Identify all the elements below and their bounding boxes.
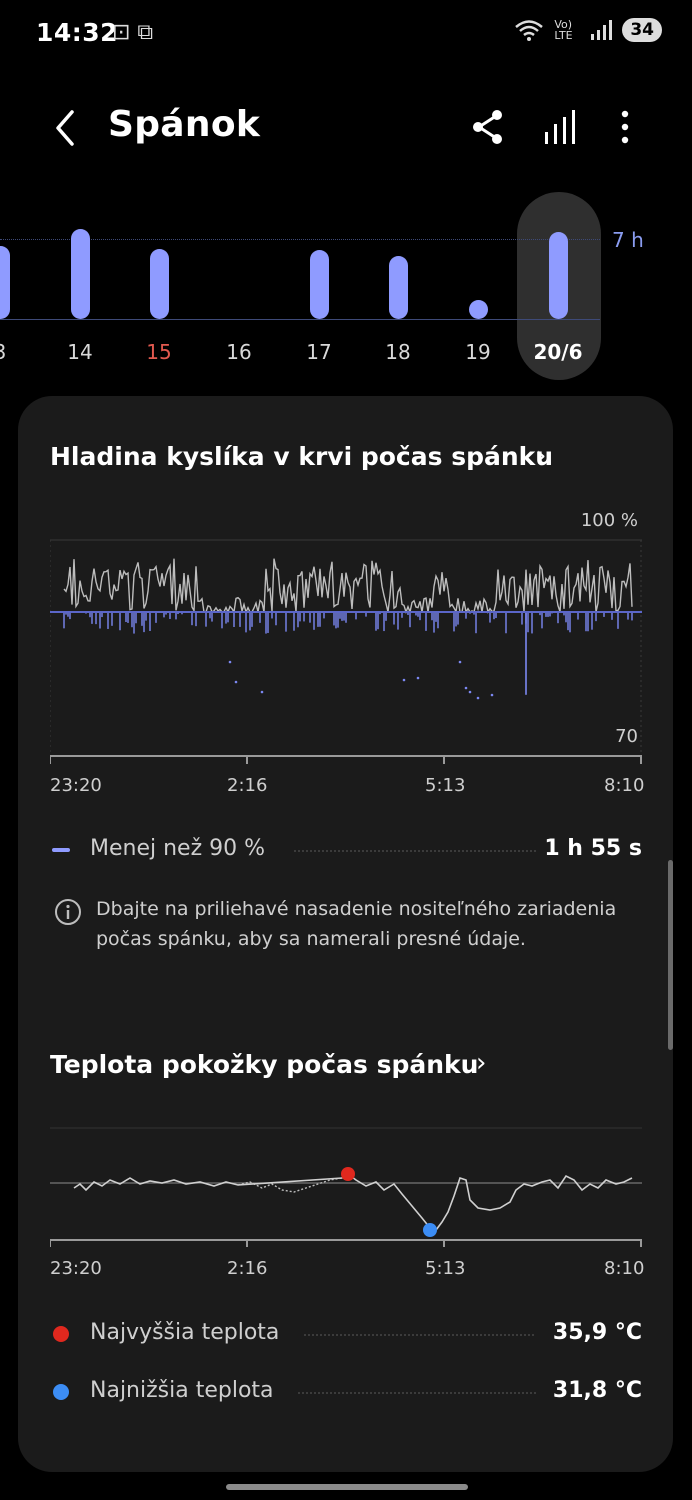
network-type: Vo) LTE — [554, 18, 573, 42]
oxygen-low-point — [464, 686, 468, 690]
lowest-temp-value: 31,8 °C — [552, 1378, 642, 1403]
oxygen-low-point — [476, 696, 480, 700]
baseline-line — [0, 319, 600, 320]
day-bar-0[interactable] — [0, 246, 10, 319]
day-label-1[interactable]: 14 — [67, 340, 93, 364]
max-hours-line — [0, 239, 600, 240]
status-time: 14:32 — [36, 18, 119, 47]
legend-leader-dots — [294, 850, 536, 852]
chevron-right-icon[interactable]: › — [536, 441, 547, 471]
skin-temp-chart — [50, 1127, 642, 1247]
highest-temp-label: Najvyššia teplota — [90, 1320, 280, 1345]
day-label-3[interactable]: 16 — [226, 340, 252, 364]
lowest-temp-label: Najnižšia teplota — [90, 1378, 274, 1403]
day-bar-2[interactable] — [149, 249, 169, 319]
oxygen-low-point — [468, 690, 472, 694]
lowest-temp-legend-dot — [53, 1384, 69, 1400]
status-right-group: Vo) LTE 34 — [514, 18, 662, 42]
signal-icon — [591, 20, 613, 40]
oxygen-low-point — [402, 678, 406, 682]
day-label-6[interactable]: 19 — [465, 340, 491, 364]
oxygen-low-point — [416, 676, 420, 680]
day-label-2[interactable]: 15 — [146, 340, 172, 364]
oxygen-x-label-3: 5:13 — [425, 775, 466, 796]
legend-leader-dots — [298, 1392, 536, 1394]
oxygen-x-label-1: 23:20 — [50, 775, 102, 796]
lowest-temp-marker — [423, 1223, 437, 1237]
day-bar-6[interactable] — [468, 300, 488, 319]
legend-swatch-low — [52, 848, 70, 852]
oxygen-y-top-label: 100 % — [580, 510, 638, 531]
statistics-icon[interactable] — [542, 108, 578, 146]
page-title: Spánok — [108, 104, 261, 145]
day-label-0[interactable]: 3 — [0, 340, 30, 364]
status-notification-icons: ⊡ ⧉ — [112, 20, 154, 45]
oxygen-x-label-4: 8:10 — [604, 775, 645, 796]
oxygen-low-point — [228, 660, 232, 664]
oxygen-info-text: Dbajte na priliehavé nasadenie nositeľné… — [96, 898, 617, 950]
home-indicator[interactable] — [226, 1484, 468, 1490]
oxygen-low-point — [234, 680, 238, 684]
skin-temp-section-title[interactable]: Teplota pokožky počas spánku — [50, 1050, 479, 1079]
oxygen-y-bottom-label: 70 — [615, 726, 638, 747]
day-bar-5[interactable] — [388, 256, 408, 319]
legend-leader-dots — [304, 1334, 534, 1336]
info-icon — [55, 899, 81, 925]
scrollbar-thumb[interactable] — [668, 860, 673, 1050]
highest-temp-marker — [341, 1167, 355, 1181]
oxygen-low-point — [260, 690, 264, 694]
oxygen-x-label-2: 2:16 — [227, 775, 268, 796]
more-options-icon[interactable] — [610, 108, 640, 146]
oxygen-legend-value: 1 h 55 s — [544, 836, 642, 861]
day-label-7[interactable]: 20/6 — [533, 340, 583, 364]
day-bar-7[interactable] — [548, 232, 568, 319]
temp-x-label-3: 5:13 — [425, 1258, 466, 1279]
temp-x-label-2: 2:16 — [227, 1258, 268, 1279]
day-label-4[interactable]: 17 — [306, 340, 332, 364]
temp-x-label-4: 8:10 — [604, 1258, 645, 1279]
day-bar-4[interactable] — [309, 250, 329, 319]
share-icon[interactable] — [470, 108, 506, 146]
max-hours-label: 7 h — [612, 228, 644, 252]
wifi-icon — [515, 20, 544, 41]
oxygen-low-point — [490, 693, 494, 697]
highest-temp-value: 35,9 °C — [552, 1320, 642, 1345]
oxygen-chart — [50, 539, 642, 764]
oxygen-legend-label: Menej než 90 % — [90, 836, 266, 861]
highest-temp-legend-dot — [53, 1326, 69, 1342]
chevron-right-icon[interactable]: › — [476, 1048, 487, 1078]
back-arrow-icon[interactable] — [48, 106, 88, 150]
oxygen-section-title[interactable]: Hladina kyslíka v krvi počas spánku — [50, 442, 554, 471]
battery-badge: 34 — [622, 18, 662, 42]
oxygen-low-point — [458, 660, 462, 664]
day-bar-1[interactable] — [70, 229, 90, 319]
day-label-5[interactable]: 18 — [385, 340, 411, 364]
temp-x-label-1: 23:20 — [50, 1258, 102, 1279]
